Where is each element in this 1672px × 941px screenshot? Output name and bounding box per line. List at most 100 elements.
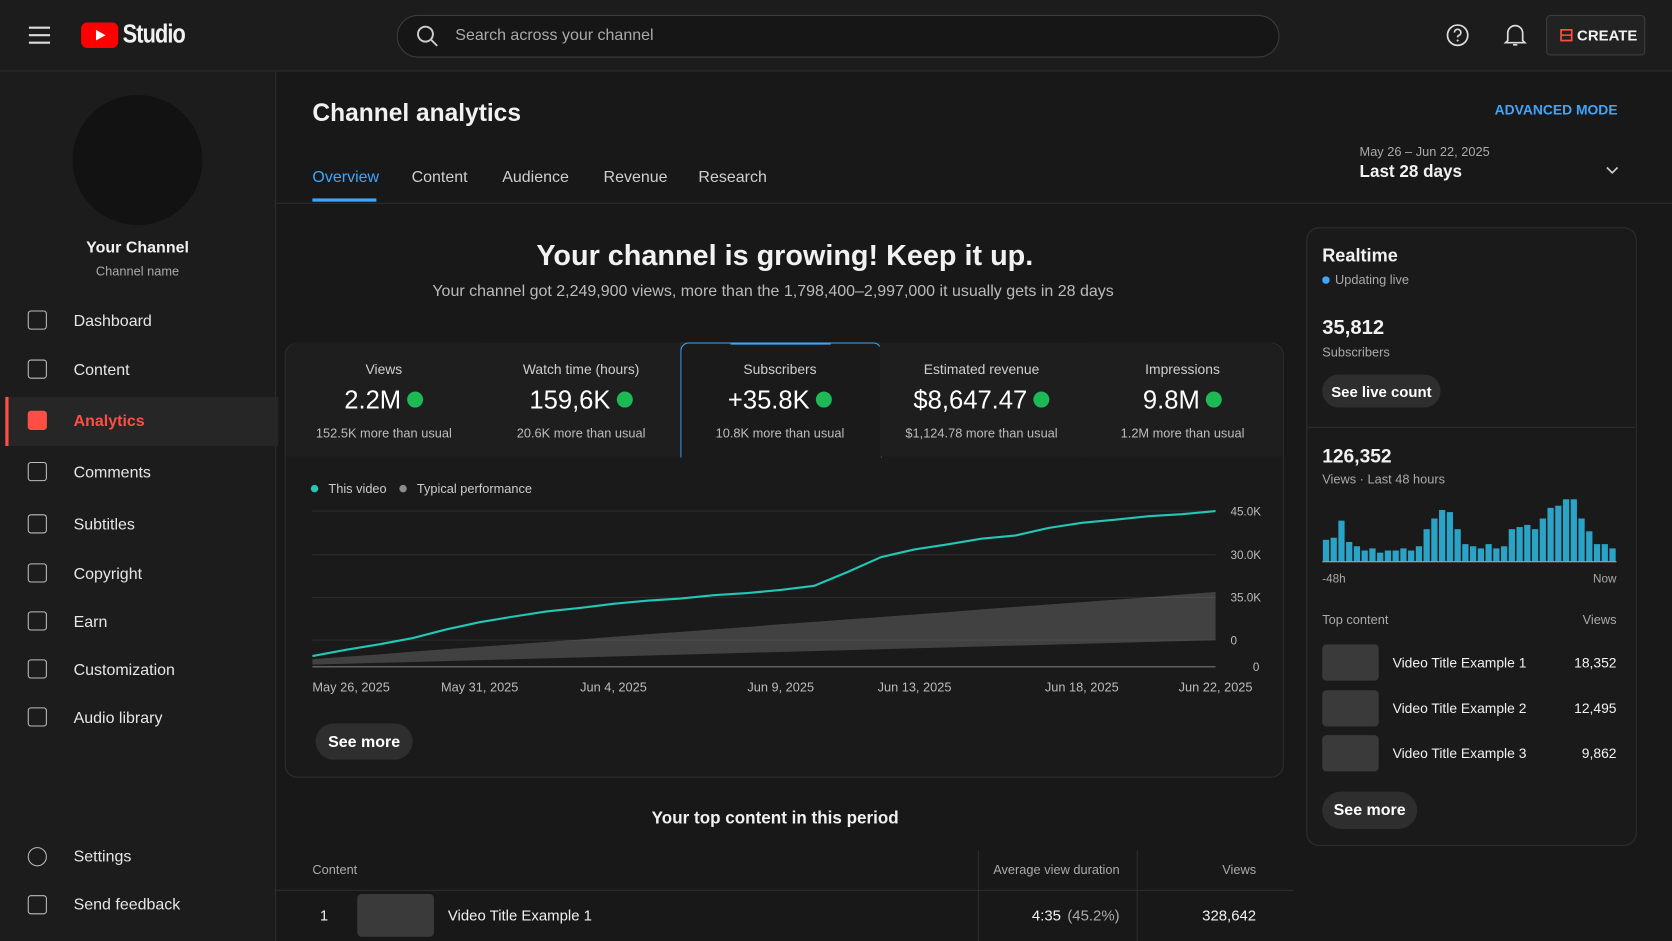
metric-tile[interactable]: [1083, 342, 1282, 457]
nav-item[interactable]: Content: [73, 361, 130, 380]
y-tick-label: 0: [1253, 661, 1260, 674]
realtime-see-more-button[interactable]: See more: [1322, 791, 1418, 829]
see-live-count-button[interactable]: See live count: [1322, 374, 1441, 408]
metric-tile[interactable]: [879, 342, 1085, 457]
bar: [1555, 505, 1562, 562]
bar: [1500, 546, 1508, 562]
video-thumbnail[interactable]: [1322, 690, 1379, 727]
nav-item[interactable]: Comments: [73, 463, 151, 482]
nav-icon: [27, 707, 47, 727]
nav-item[interactable]: Audio library: [73, 708, 163, 728]
bar: [1353, 546, 1361, 562]
bar: [1330, 537, 1337, 562]
bar: [1508, 529, 1515, 562]
bar: [1338, 520, 1345, 562]
bar: [1470, 546, 1477, 562]
metric-value: 159,6K: [529, 386, 633, 416]
nav-item[interactable]: Subtitles: [73, 515, 135, 534]
views-header: Views: [1582, 612, 1617, 628]
tab[interactable]: Content: [411, 168, 468, 187]
period-select[interactable]: Last 28 days: [1359, 163, 1462, 182]
trend-up-icon: [616, 391, 633, 408]
metric-note: 20.6K more than usual: [516, 425, 646, 441]
item-title[interactable]: Video Title Example 3: [1392, 745, 1527, 762]
bar: [1531, 529, 1539, 562]
bar: [1462, 544, 1469, 562]
subscriber-label: Subscribers: [1322, 344, 1390, 360]
metric-note: 152.5K more than usual: [315, 425, 452, 441]
bar: [1446, 512, 1454, 562]
item-views: 9,862: [1581, 745, 1617, 762]
bar: [1423, 529, 1430, 562]
y-tick-label: 35.0K: [1231, 592, 1262, 605]
bar: [1562, 499, 1570, 562]
nav-item[interactable]: Earn: [73, 612, 108, 632]
line-chart: This video Typical performance 45.0K 30.0K 3…: [310, 481, 1262, 694]
metric-tile[interactable]: [285, 342, 484, 457]
typical-performance-area: [312, 592, 1216, 665]
period-dropdown-icon[interactable]: [1606, 166, 1619, 175]
tab[interactable]: Overview: [312, 168, 380, 187]
see-more-button[interactable]: See more: [315, 723, 413, 760]
create-label: CREATE: [1577, 26, 1638, 44]
nav-icon: [27, 659, 47, 679]
metric-label: Subscribers: [743, 361, 817, 378]
youtube-logo[interactable]: [81, 22, 119, 49]
page-title: Channel analytics: [312, 98, 521, 127]
nav-item[interactable]: Settings: [73, 847, 132, 866]
menu-button[interactable]: [28, 26, 51, 45]
bar: [1392, 550, 1399, 562]
search-box[interactable]: [396, 14, 1280, 58]
x-tick-label: Jun 22, 2025: [1179, 679, 1253, 694]
advanced-mode-link[interactable]: ADVANCED MODE: [1494, 101, 1618, 118]
row-rank: 1: [319, 906, 329, 924]
channel-name: Channel name: [95, 263, 180, 279]
nav-item[interactable]: Copyright: [73, 564, 143, 584]
nav-icon: [27, 895, 47, 915]
row-duration: 4:35: [1031, 906, 1061, 924]
bar: [1601, 544, 1608, 562]
trend-up-icon: [1206, 391, 1223, 408]
channel-avatar[interactable]: [72, 94, 203, 226]
notifications-button[interactable]: [1503, 22, 1527, 48]
item-title[interactable]: Video Title Example 2: [1392, 700, 1527, 717]
realtime-divider: [1306, 426, 1635, 428]
bar: [1524, 524, 1531, 562]
nav-item[interactable]: Customization: [73, 660, 175, 680]
trend-up-icon: [1033, 391, 1050, 408]
column-header: Views: [1222, 862, 1257, 877]
metric-value: +35.8K: [728, 386, 833, 416]
item-title[interactable]: Video Title Example 1: [1392, 654, 1527, 671]
live-dot: [1322, 276, 1330, 284]
metric-tile[interactable]: [481, 342, 682, 457]
nav-item[interactable]: Send feedback: [73, 895, 181, 914]
bar: [1578, 518, 1585, 562]
bar: [1454, 529, 1461, 562]
trend-up-icon: [816, 391, 833, 408]
column-header: Average view duration: [993, 862, 1120, 877]
tab[interactable]: Audience: [502, 168, 569, 187]
nav-item[interactable]: Analytics: [73, 412, 145, 431]
table-divider: [275, 889, 1294, 891]
tab[interactable]: Revenue: [603, 168, 668, 187]
metric-value-text: 9.8M: [1142, 386, 1200, 416]
bar: [1477, 548, 1484, 562]
logo-text: Studio: [122, 20, 186, 50]
row-views: 328,642: [1202, 906, 1257, 924]
row-title[interactable]: Video Title Example 1: [447, 906, 592, 924]
bar: [1346, 541, 1353, 562]
help-button[interactable]: [1446, 23, 1469, 47]
date-range: May 26 – Jun 22, 2025: [1359, 144, 1490, 159]
video-thumbnail[interactable]: [357, 894, 434, 937]
tab[interactable]: Research: [698, 168, 767, 187]
realtime-title: Realtime: [1322, 245, 1398, 266]
nav-icon: [27, 461, 47, 482]
subscriber-count: 35,812: [1322, 316, 1385, 340]
bar: [1516, 527, 1523, 562]
nav-item[interactable]: Dashboard: [73, 312, 152, 331]
video-thumbnail[interactable]: [1322, 644, 1379, 681]
video-thumbnail[interactable]: [1322, 735, 1379, 772]
trend-up-icon: [407, 391, 424, 408]
column-divider: [977, 850, 979, 941]
